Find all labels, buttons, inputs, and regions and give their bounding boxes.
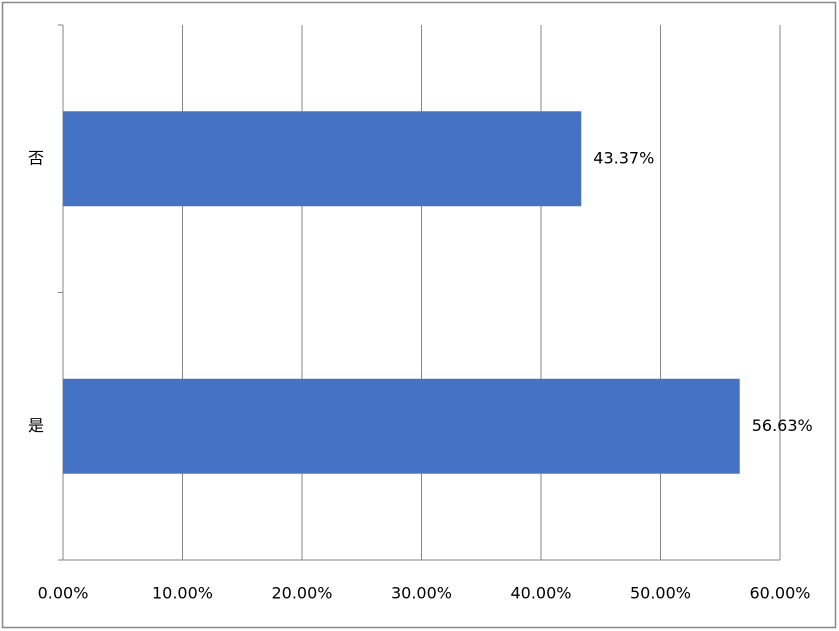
- bar: [63, 111, 582, 207]
- x-tick-label: 10.00%: [152, 584, 213, 603]
- x-tick-label: 0.00%: [38, 584, 89, 603]
- x-tick-label: 50.00%: [630, 584, 691, 603]
- value-label: 56.63%: [752, 416, 813, 435]
- y-tick-label: 是: [28, 416, 44, 435]
- value-label: 43.37%: [593, 148, 654, 167]
- bar: [63, 378, 740, 474]
- x-tick-label: 30.00%: [391, 584, 452, 603]
- x-tick-label: 60.00%: [749, 584, 810, 603]
- x-tick-label: 20.00%: [271, 584, 332, 603]
- y-tick-label: 否: [28, 148, 44, 167]
- x-tick-label: 40.00%: [510, 584, 571, 603]
